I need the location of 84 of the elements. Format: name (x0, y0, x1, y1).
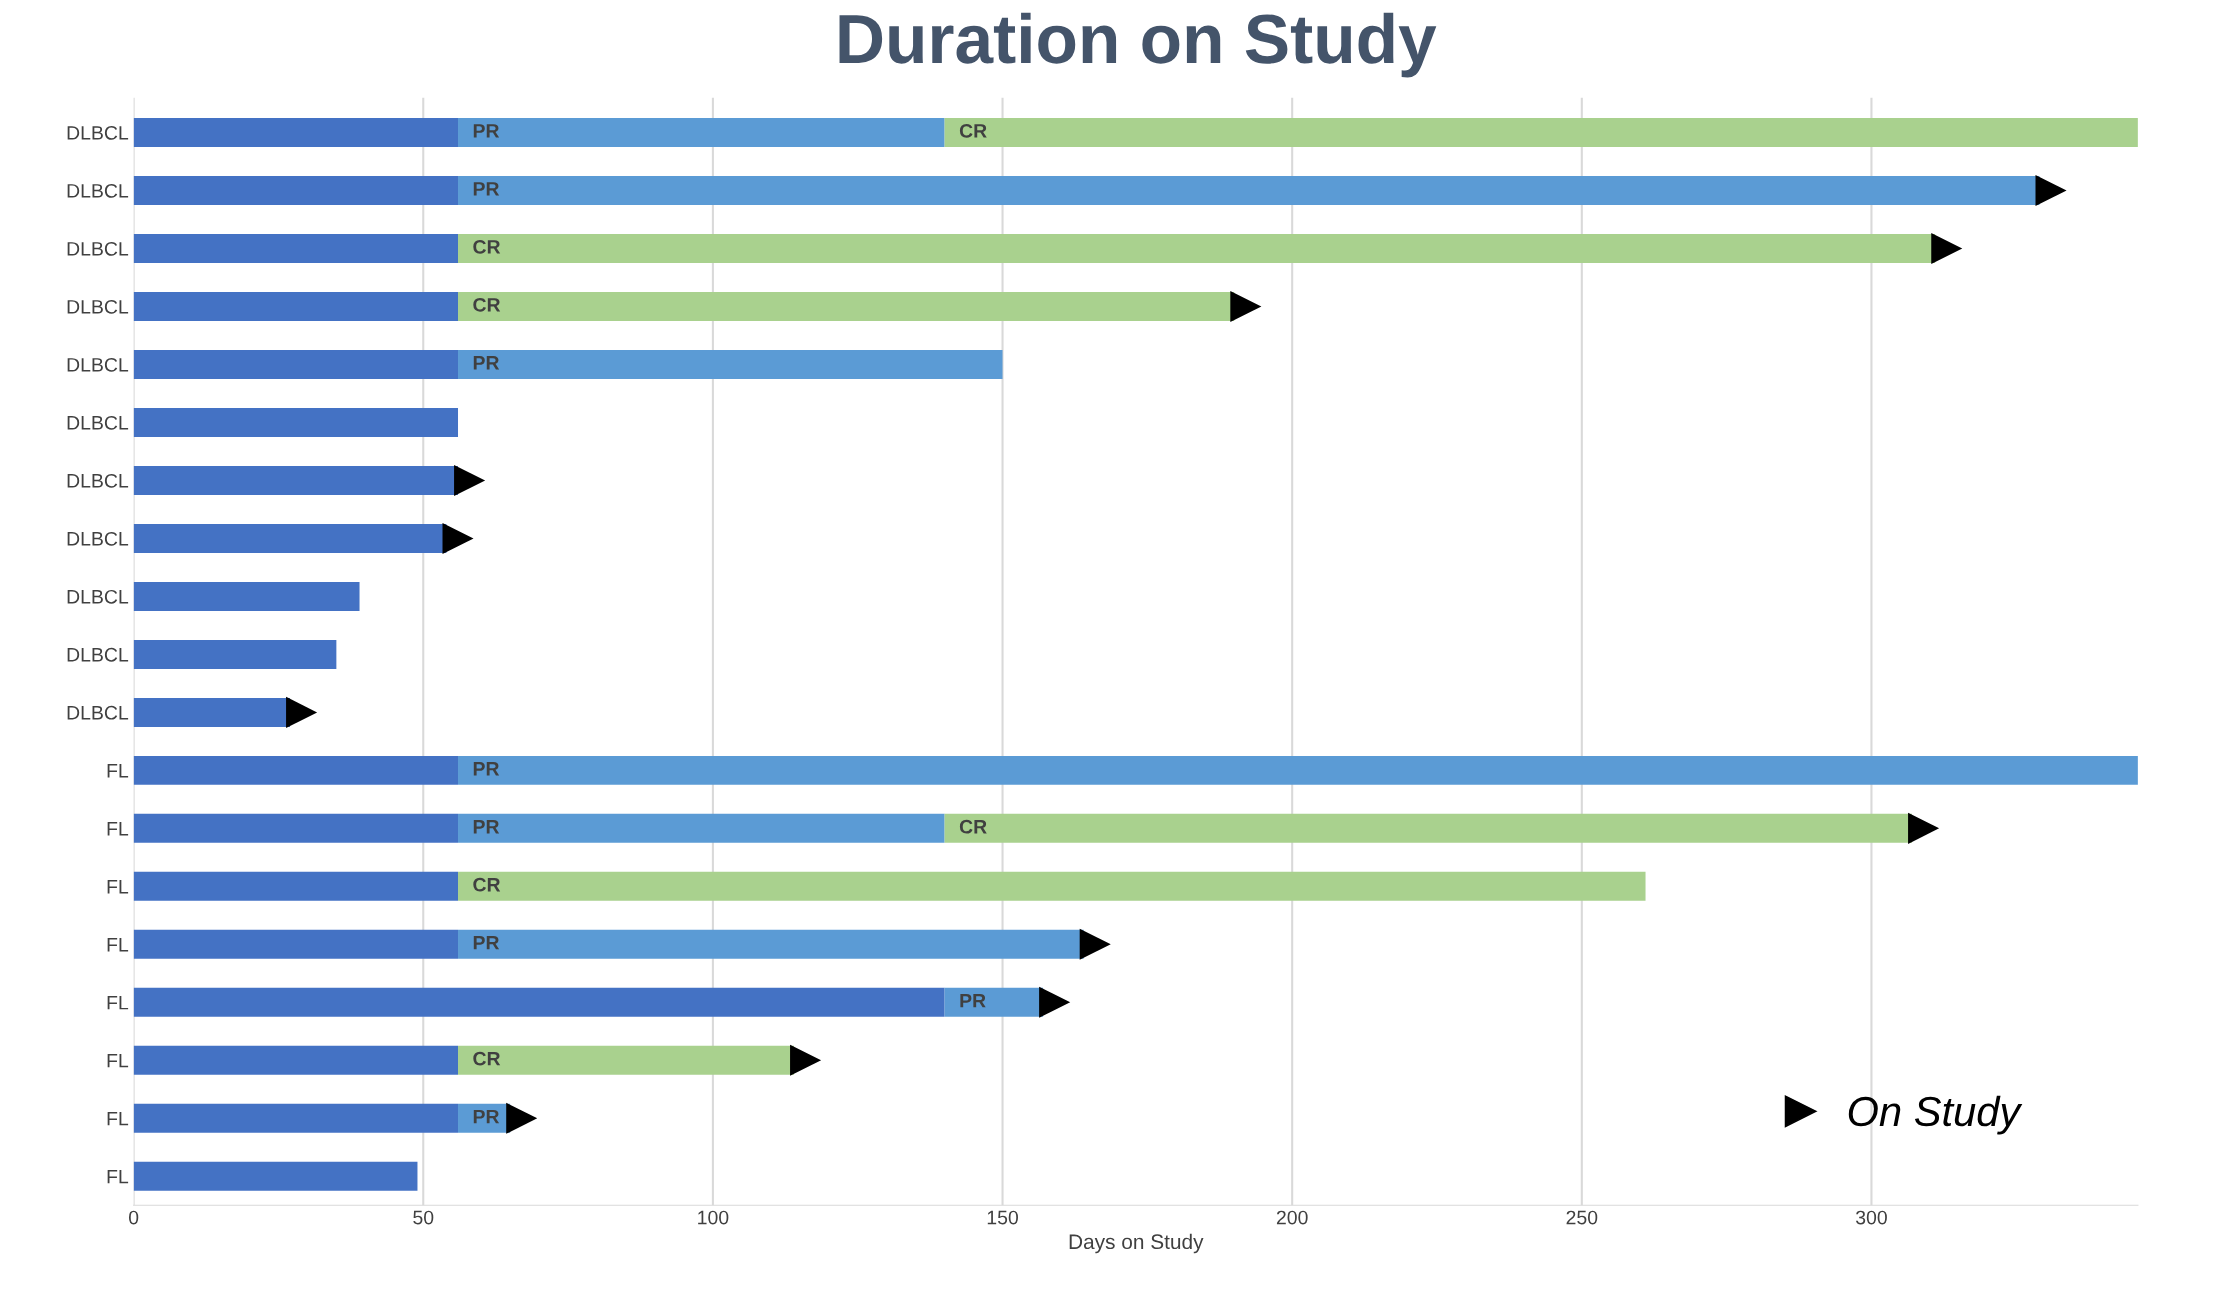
y-tick-label: FL (107, 1053, 129, 1068)
bar (133, 929, 459, 959)
point (1079, 928, 1111, 960)
x-tick-label: 100 (698, 1210, 729, 1225)
bar (133, 697, 291, 727)
bar (133, 407, 459, 437)
x-tick-label: 150 (987, 1210, 1018, 1225)
bar (133, 755, 459, 785)
bar (133, 465, 459, 495)
x-tick-label: 300 (1855, 1210, 1887, 1225)
bar (133, 987, 945, 1017)
text: CR (959, 123, 987, 138)
y-tick-label: FL (107, 764, 129, 778)
y-tick-label: DLBCL (67, 415, 129, 430)
y-tick-label: DLBCL (67, 589, 129, 604)
bar (944, 118, 2138, 148)
bar (458, 929, 1084, 959)
x-tick-label: 200 (1276, 1210, 1308, 1225)
point (1230, 290, 1262, 323)
bar (133, 118, 459, 148)
x-tick-label: 250 (1566, 1210, 1598, 1225)
bar (944, 813, 1912, 843)
y-tick-label: FL (107, 1169, 129, 1184)
text: CR (473, 239, 501, 254)
text: CR (473, 877, 501, 892)
point (286, 696, 318, 728)
bar (133, 233, 459, 263)
text: PR (473, 1109, 500, 1124)
point (2035, 174, 2067, 207)
point (506, 1102, 538, 1134)
text: PR (960, 993, 986, 1008)
legend-label: On Study (1848, 1095, 2023, 1135)
y-tick-label: FL (107, 822, 129, 836)
bar (458, 813, 945, 843)
y-tick-label: FL (107, 1111, 129, 1126)
y-tick-label: DLBCL (67, 299, 129, 314)
y-tick-label: DLBCL (67, 241, 129, 256)
y-tick-label: FL (107, 880, 129, 894)
text: PR (473, 820, 500, 834)
point (790, 1044, 822, 1076)
y-tick-label: DLBCL (67, 183, 129, 198)
point (1039, 986, 1071, 1018)
x-axis-title: Days on Study (1069, 1233, 1204, 1254)
y-tick-label: DLBCL (67, 647, 129, 662)
bar (133, 1161, 418, 1191)
bar (133, 1045, 459, 1075)
bar (133, 349, 459, 379)
point (1931, 232, 1963, 265)
bar (133, 581, 360, 611)
y-tick-label: DLBCL (67, 357, 129, 372)
bar (458, 871, 1646, 901)
bar (458, 233, 1936, 263)
y-tick-label: FL (107, 938, 129, 952)
text: PR (473, 182, 500, 196)
bar (458, 1045, 794, 1075)
text: PR (473, 356, 500, 370)
bar (458, 349, 1003, 379)
text: CR (473, 297, 501, 312)
bar (133, 871, 459, 901)
bar (133, 291, 459, 321)
point (1908, 812, 1940, 844)
bar (458, 118, 945, 148)
bar (133, 176, 459, 205)
x-tick-label: 0 (128, 1210, 139, 1225)
series-label: PR (473, 762, 500, 776)
series-label: CR (959, 819, 987, 834)
bar (133, 813, 459, 843)
chart-title: Duration on Study (839, 12, 1437, 78)
text: CR (473, 1051, 501, 1066)
point (454, 464, 486, 496)
y-tick-label: DLBCL (67, 705, 129, 720)
point (442, 522, 474, 554)
bar (133, 523, 447, 553)
bar (133, 639, 337, 669)
bar (458, 291, 1235, 321)
y-tick-label: DLBCL (67, 531, 129, 546)
x-tick-label: 50 (413, 1210, 434, 1225)
y-tick-label: DLBCL (67, 473, 129, 488)
y-tick-label: FL (107, 995, 129, 1010)
bar (133, 1103, 459, 1133)
text: PR (473, 935, 500, 950)
y-tick-label: DLBCL (67, 125, 129, 140)
bar (458, 755, 2138, 785)
text: PR (473, 124, 500, 138)
